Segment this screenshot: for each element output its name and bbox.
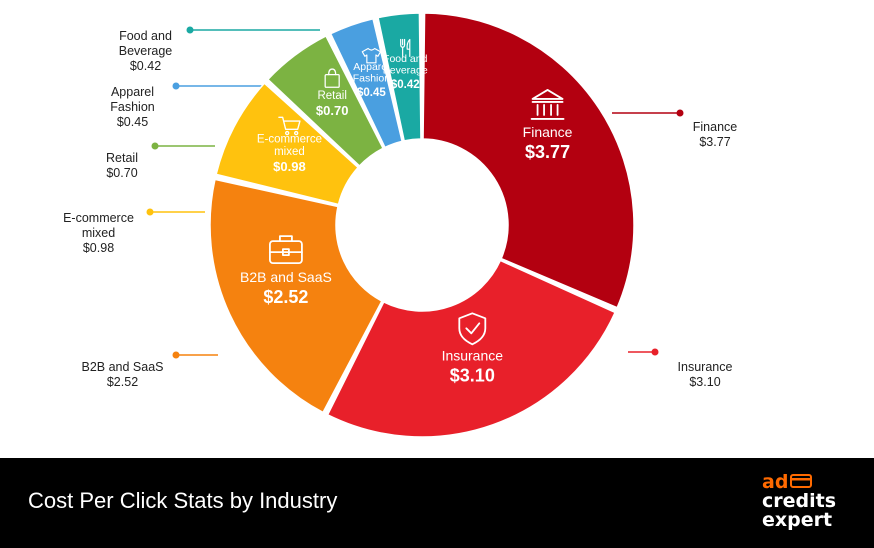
ext-label-apparel: Apparel Fashion $0.45 bbox=[110, 85, 155, 129]
donut-chart: Finance $3.77 Insurance $3.10 B2B and SaaS $2… bbox=[146, 12, 684, 438]
slice-insurance bbox=[326, 259, 617, 438]
leader-dot-6 bbox=[186, 26, 194, 34]
shopping-cart-icon bbox=[278, 116, 301, 136]
slice-value-1: $3.10 bbox=[450, 365, 495, 385]
leader-dot-1 bbox=[651, 348, 659, 356]
slice-e-commerce-mixed bbox=[215, 82, 360, 206]
slice-label-3-0: E-commerce bbox=[257, 134, 322, 146]
slice-label-6-0: Food and bbox=[383, 53, 428, 65]
leader-dot-5 bbox=[172, 82, 180, 90]
ext-label-ecommerce: E-commerce mixed $0.98 bbox=[63, 211, 134, 255]
logo-line-ad: ad bbox=[762, 471, 789, 493]
ext-label-insurance: Insurance $3.10 bbox=[677, 360, 733, 389]
slice-apparel-fashion bbox=[329, 17, 404, 149]
leader-dot-2 bbox=[172, 351, 180, 359]
slice-value-5: $0.45 bbox=[357, 87, 386, 99]
slice-label-1-0: Insurance bbox=[442, 347, 504, 363]
slice-label-4-0: Retail bbox=[317, 90, 346, 102]
slice-b2b-and-saas bbox=[209, 178, 383, 414]
slice-value-4: $0.70 bbox=[316, 103, 349, 118]
slice-label-2-0: B2B and SaaS bbox=[240, 269, 332, 285]
shopping-bag-icon bbox=[324, 68, 340, 88]
slice-label-5-0: Apparel bbox=[353, 61, 389, 73]
tshirt-icon bbox=[361, 47, 382, 64]
ext-label-b2b: B2B and SaaS $2.52 bbox=[81, 360, 164, 389]
logo-line-credits: credits bbox=[762, 490, 837, 512]
slice-label-3-1: mixed bbox=[274, 146, 305, 158]
chart-area: Finance $3.77 Insurance $3.10 B2B and SaaS $2… bbox=[63, 12, 738, 438]
slice-value-0: $3.77 bbox=[525, 142, 570, 162]
video-caption: Cost Per Click Stats by Industry bbox=[28, 488, 338, 513]
fork-knife-icon bbox=[400, 38, 411, 57]
ext-label-retail: Retail $0.70 bbox=[106, 151, 138, 180]
briefcase-icon bbox=[269, 235, 303, 264]
card-icon bbox=[790, 474, 812, 488]
slice-value-3: $0.98 bbox=[273, 159, 306, 174]
slice-value-6: $0.42 bbox=[391, 79, 420, 91]
bank-icon bbox=[530, 89, 565, 120]
slice-value-2: $2.52 bbox=[263, 287, 308, 307]
shield-check-icon bbox=[458, 312, 487, 346]
slice-label-0-0: Finance bbox=[523, 124, 573, 140]
slice-retail bbox=[266, 34, 385, 168]
ext-label-finance: Finance $3.77 bbox=[692, 120, 738, 149]
logo-line-expert: expert bbox=[762, 509, 833, 531]
ad-credits-expert-logo: ad credits expert bbox=[762, 472, 862, 538]
leader-dot-4 bbox=[151, 142, 159, 150]
caption-bar: Cost Per Click Stats by Industry ad cred… bbox=[0, 458, 874, 548]
ext-label-food: Food and Beverage $0.42 bbox=[118, 29, 173, 73]
slice-finance bbox=[422, 12, 635, 309]
leader-dot-3 bbox=[146, 208, 154, 216]
slice-label-5-1: Fashion bbox=[353, 72, 391, 84]
slice-label-6-1: Beverage bbox=[383, 65, 428, 77]
leader-dot-0 bbox=[676, 109, 684, 117]
